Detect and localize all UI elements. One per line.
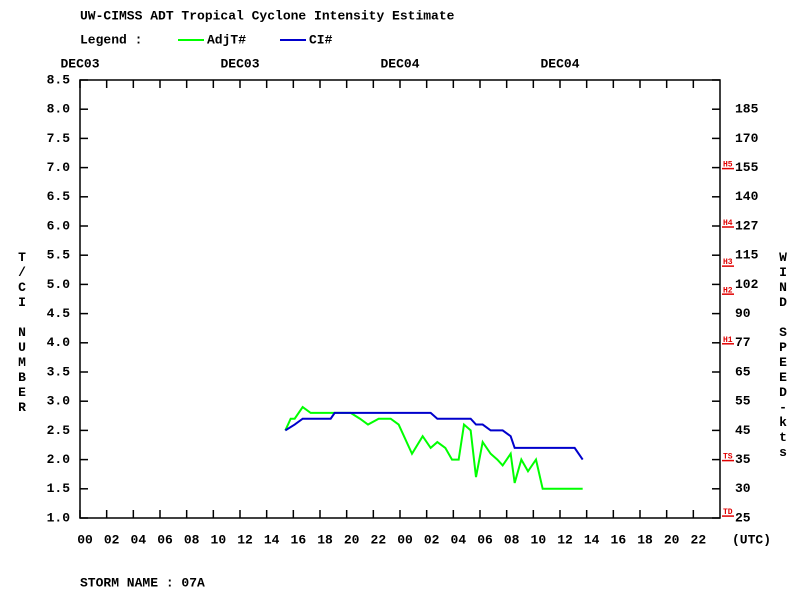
y-tick-label: 1.0 bbox=[47, 510, 71, 525]
y-tick-label: 5.0 bbox=[47, 277, 71, 292]
x-tick-label: 06 bbox=[477, 532, 493, 547]
x-tick-label: 18 bbox=[637, 532, 653, 547]
y2-tick-label: 77 bbox=[735, 335, 751, 350]
y-tick-label: 7.0 bbox=[47, 160, 71, 175]
y2-tick-label: 90 bbox=[735, 306, 751, 321]
x-tick-label: 08 bbox=[184, 532, 200, 547]
intensity-label: H4 bbox=[723, 219, 733, 228]
date-label: DEC03 bbox=[60, 56, 99, 71]
x-tick-label: 12 bbox=[557, 532, 573, 547]
x-tick-label: 22 bbox=[691, 532, 707, 547]
y-tick-label: 6.5 bbox=[47, 189, 71, 204]
series-line bbox=[284, 411, 584, 461]
chart-title: UW-CIMSS ADT Tropical Cyclone Intensity … bbox=[80, 8, 455, 23]
x-tick-label: 00 bbox=[397, 532, 413, 547]
y2-tick-label: 65 bbox=[735, 364, 751, 379]
y2-tick-label: 35 bbox=[735, 452, 751, 467]
y-tick-label: 3.5 bbox=[47, 364, 71, 379]
date-label: DEC04 bbox=[540, 56, 579, 71]
y-tick-label: 6.0 bbox=[47, 218, 71, 233]
x-tick-label: 08 bbox=[504, 532, 520, 547]
y-tick-label: 4.0 bbox=[47, 335, 71, 350]
x-tick-label: 20 bbox=[664, 532, 680, 547]
y-tick-label: 5.5 bbox=[47, 248, 71, 263]
x-tick-label: 14 bbox=[264, 532, 280, 547]
y2-tick-label: 45 bbox=[735, 423, 751, 438]
y-tick-label: 3.0 bbox=[47, 394, 71, 409]
x-tick-label: 04 bbox=[451, 532, 467, 547]
y-tick-label: 7.5 bbox=[47, 131, 71, 146]
y-tick-label: 2.0 bbox=[47, 452, 71, 467]
x-tick-label: 20 bbox=[344, 532, 360, 547]
date-label: DEC04 bbox=[380, 56, 419, 71]
y2-tick-label: 170 bbox=[735, 131, 759, 146]
legend-label: Legend : bbox=[80, 32, 142, 47]
y-tick-label: 8.0 bbox=[47, 102, 71, 117]
x-tick-label: 18 bbox=[317, 532, 333, 547]
x-tick-label: 04 bbox=[131, 532, 147, 547]
y2-tick-label: 185 bbox=[735, 102, 759, 117]
x-tick-label: 16 bbox=[291, 532, 307, 547]
intensity-label: H5 bbox=[723, 161, 733, 170]
intensity-label: H2 bbox=[723, 286, 733, 295]
y2-tick-label: 30 bbox=[735, 481, 751, 496]
y2-tick-label: 55 bbox=[735, 394, 751, 409]
y-tick-label: 4.5 bbox=[47, 306, 71, 321]
x-axis-label: (UTC) bbox=[732, 532, 771, 547]
y2-tick-label: 140 bbox=[735, 189, 759, 204]
x-tick-label: 14 bbox=[584, 532, 600, 547]
y2-tick-label: 155 bbox=[735, 160, 759, 175]
x-tick-label: 06 bbox=[157, 532, 173, 547]
y-tick-label: 8.5 bbox=[47, 72, 71, 87]
intensity-label: TD bbox=[723, 508, 733, 517]
y2-axis-label: WIND SPEED-kts bbox=[776, 250, 791, 460]
y2-tick-label: 127 bbox=[735, 218, 758, 233]
x-tick-label: 02 bbox=[104, 532, 120, 547]
x-tick-label: 02 bbox=[424, 532, 440, 547]
x-tick-label: 10 bbox=[211, 532, 227, 547]
x-tick-label: 22 bbox=[371, 532, 387, 547]
date-label: DEC03 bbox=[220, 56, 259, 71]
intensity-label: H1 bbox=[723, 336, 733, 345]
y-axis-label: T/CI NUMBER bbox=[15, 250, 30, 415]
storm-name: STORM NAME : 07A bbox=[80, 575, 205, 590]
x-tick-label: 12 bbox=[237, 532, 253, 547]
x-tick-label: 16 bbox=[611, 532, 627, 547]
intensity-label: TS bbox=[723, 453, 733, 462]
x-tick-label: 00 bbox=[77, 532, 93, 547]
y2-tick-label: 25 bbox=[735, 510, 751, 525]
intensity-label: H3 bbox=[723, 258, 733, 267]
plot-frame bbox=[79, 79, 721, 519]
legend-entry: CI# bbox=[309, 32, 333, 47]
x-tick-label: 10 bbox=[531, 532, 547, 547]
y-tick-label: 1.5 bbox=[47, 481, 71, 496]
y2-tick-label: 102 bbox=[735, 277, 759, 292]
y-tick-label: 2.5 bbox=[47, 423, 71, 438]
legend-entry: AdjT# bbox=[207, 32, 246, 47]
y2-tick-label: 115 bbox=[735, 248, 759, 263]
series-line bbox=[284, 405, 583, 490]
